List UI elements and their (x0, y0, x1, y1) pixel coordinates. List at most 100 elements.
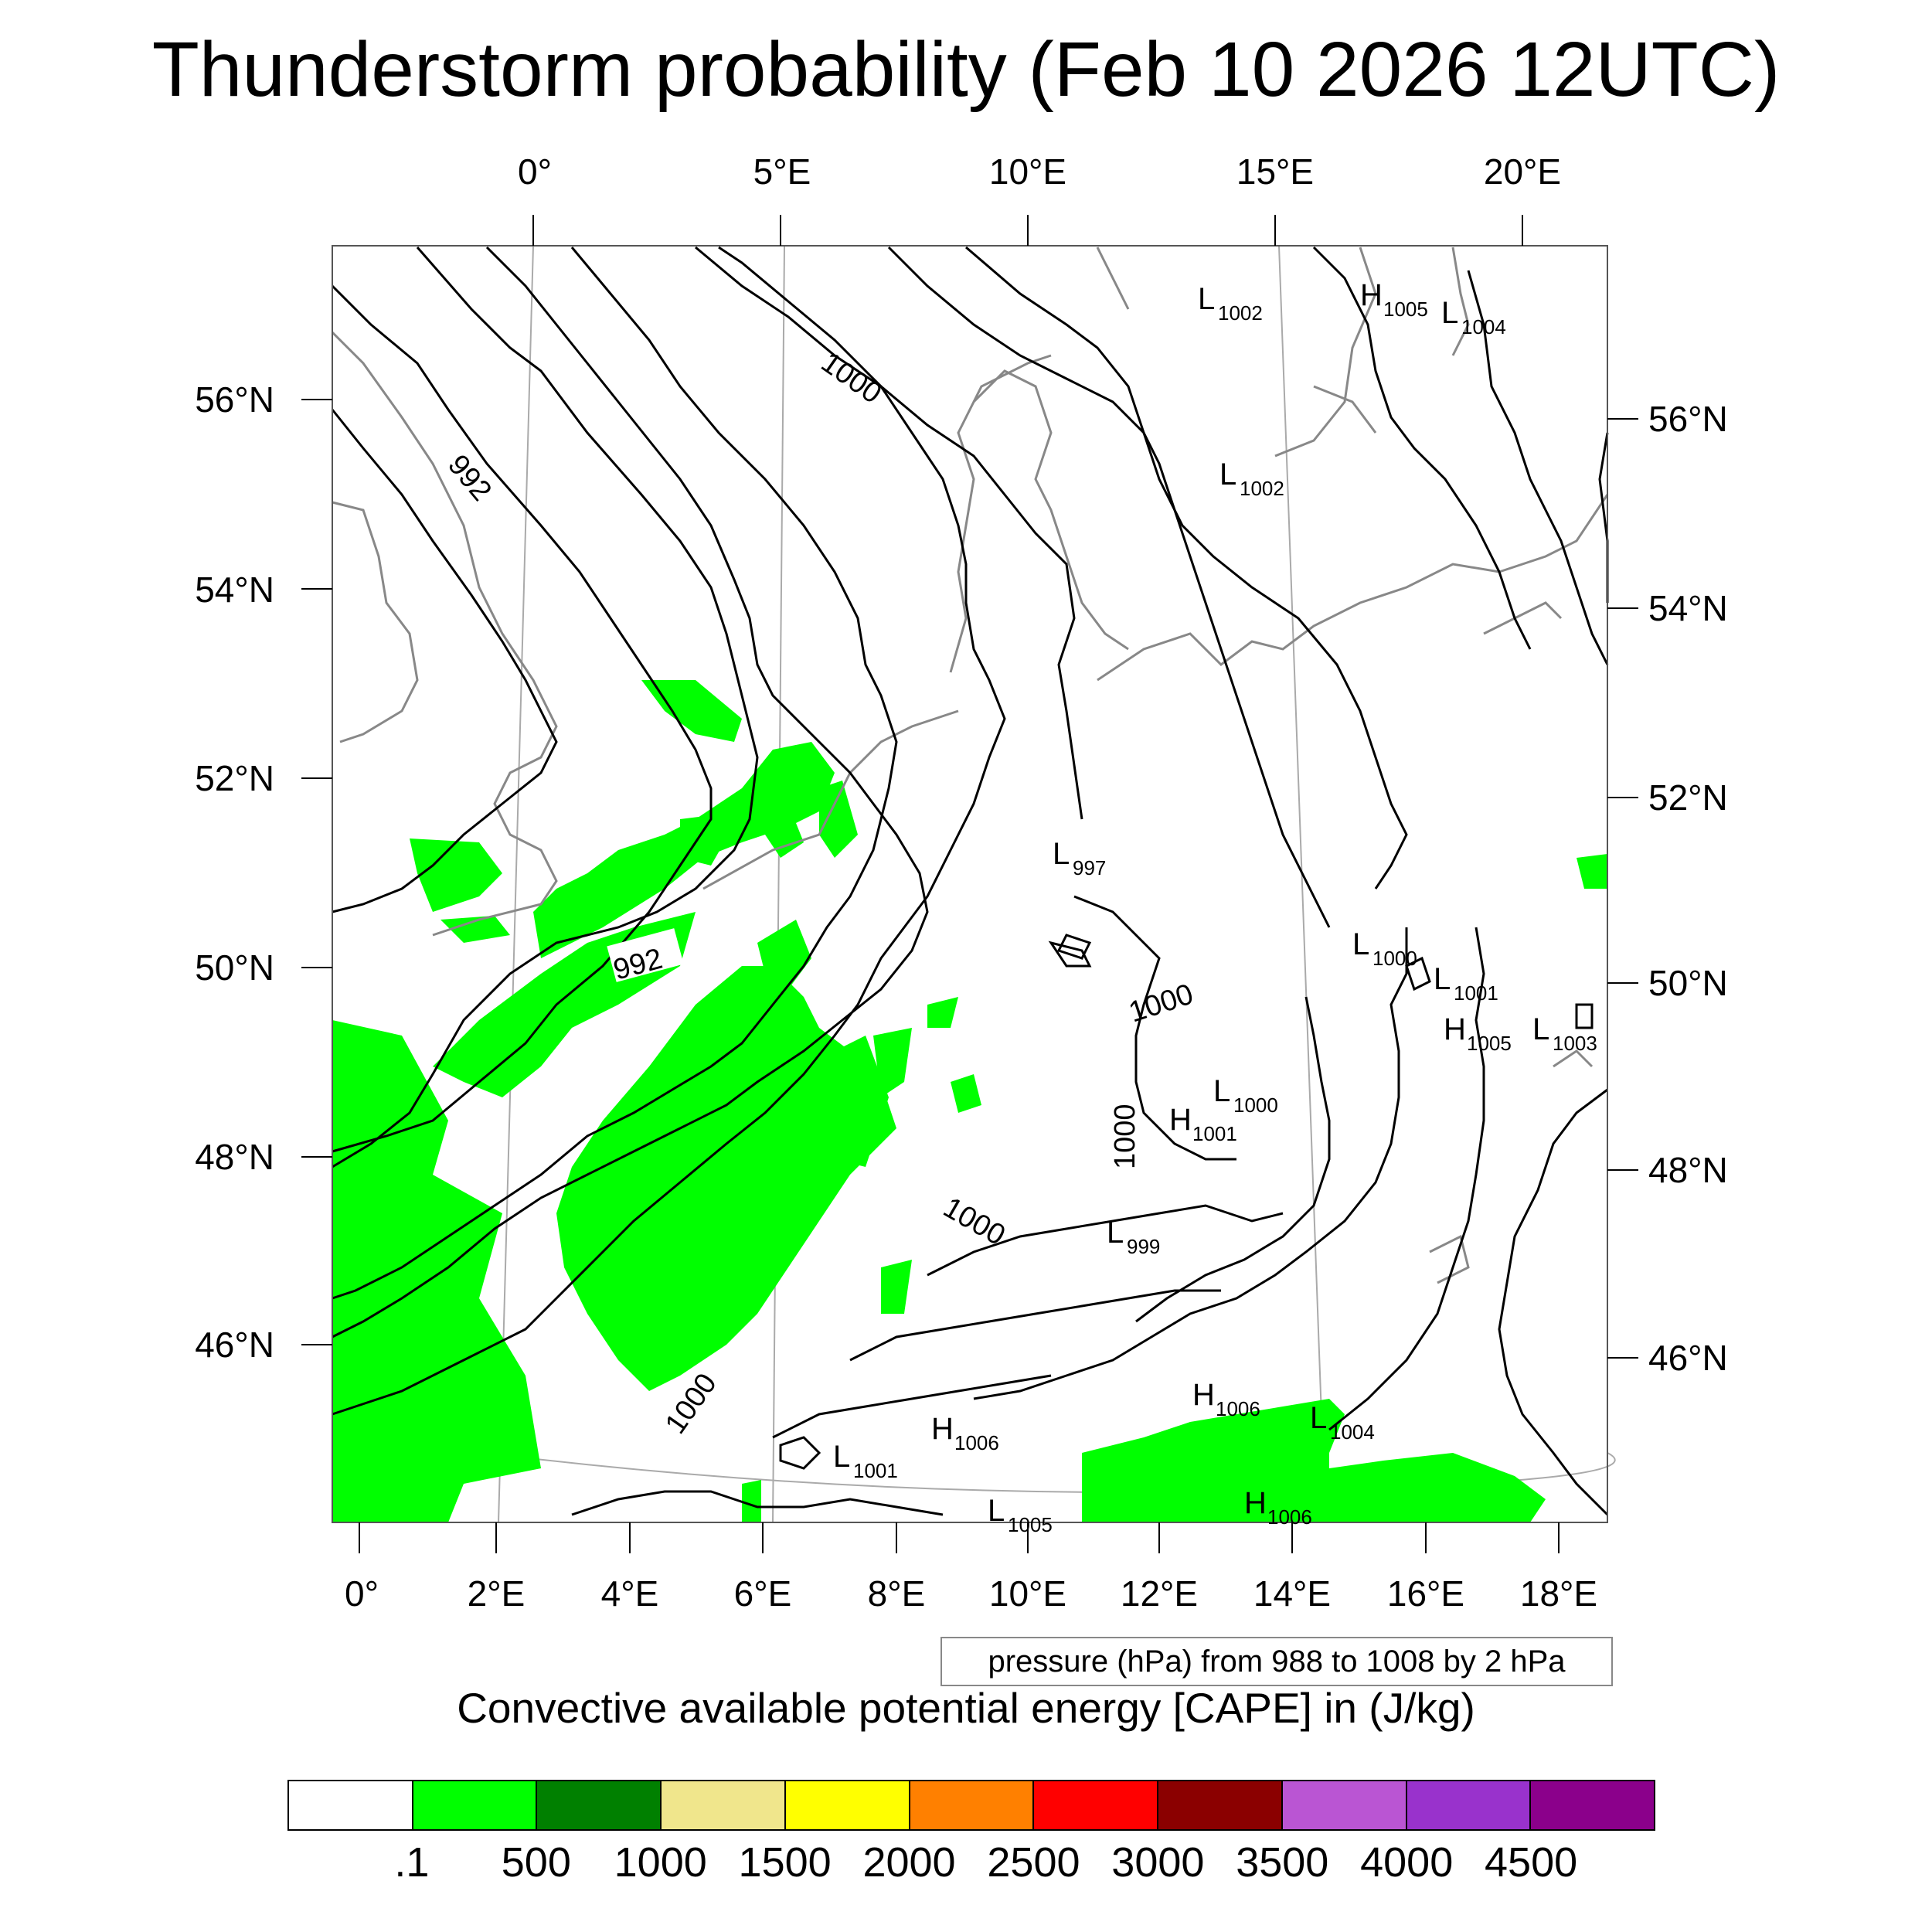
tick-label: 15°E (1236, 151, 1314, 192)
tick-label: 0° (518, 151, 552, 192)
colorbar-label: 500 (501, 1839, 571, 1886)
left-lat-labels: 56°N 54°N 52°N 50°N 48°N 46°N (195, 379, 274, 1365)
pressure-center-value: 1004 (1461, 315, 1506, 338)
tick-label: 48°N (1648, 1150, 1728, 1190)
pressure-center-type: L (833, 1440, 850, 1474)
pressure-center-type: L (1107, 1216, 1124, 1250)
colorbar-swatch (910, 1781, 1035, 1829)
isobar-label: 1000 (1109, 1104, 1141, 1169)
tick-label: 20°E (1484, 151, 1561, 192)
legend-title: Convective available potential energy [C… (457, 1684, 1475, 1732)
pressure-center-type: H (931, 1412, 954, 1446)
pressure-center: L 1004 (1310, 1401, 1375, 1444)
tick-label: 50°N (1648, 963, 1728, 1003)
top-lon-labels: 0° 5°E 10°E 15°E 20°E (518, 151, 1561, 192)
pressure-center-type: L (988, 1494, 1005, 1528)
coastlines (331, 247, 1609, 1284)
pressure-center-type: H (1360, 278, 1383, 312)
colorbar-swatch (1531, 1781, 1655, 1829)
pressure-center-value: 1001 (853, 1459, 898, 1482)
colorbar-label: 4500 (1485, 1839, 1578, 1886)
pressure-center: H 1001 (1169, 1103, 1237, 1145)
pressure-center: L 1002 (1219, 457, 1284, 500)
pressure-center-value: 1005 (1467, 1032, 1512, 1055)
colorbar-label: 3500 (1236, 1839, 1329, 1886)
colorbar-label: 4000 (1360, 1839, 1454, 1886)
tick-label: 46°N (1648, 1338, 1728, 1378)
pressure-center-value: 1006 (1267, 1505, 1312, 1529)
colorbar-label: 1500 (738, 1839, 832, 1886)
pressure-center-value: 1005 (1383, 298, 1428, 321)
colorbar-swatch (289, 1781, 413, 1829)
pressure-center-value: 1006 (954, 1431, 999, 1454)
colorbar-swatch (413, 1781, 538, 1829)
colorbar-label: 2000 (862, 1839, 956, 1886)
tick-label: 46°N (195, 1325, 274, 1365)
pressure-center-value: 1002 (1240, 477, 1284, 500)
colorbar (287, 1780, 1655, 1831)
colorbar-label: 3000 (1111, 1839, 1205, 1886)
tick-label: 0° (345, 1573, 379, 1614)
pressure-center-type: L (1213, 1074, 1230, 1108)
colorbar-swatch (1406, 1781, 1532, 1829)
pressure-center: H 1006 (1192, 1378, 1260, 1420)
pressure-center: L 1000 (1213, 1074, 1278, 1117)
pressure-center-type: L (1441, 296, 1458, 330)
pressure-center-type: L (1532, 1012, 1549, 1046)
tick-label: 54°N (1648, 588, 1728, 628)
pressure-center-value: 999 (1127, 1235, 1160, 1258)
tick-label: 2°E (468, 1573, 526, 1614)
isobars (331, 246, 1609, 1516)
pressure-center-type: L (1053, 837, 1070, 871)
colorbar-swatch (1034, 1781, 1159, 1829)
colorbar-label: 2500 (987, 1839, 1080, 1886)
pressure-center-type: H (1169, 1103, 1192, 1137)
pressure-center: L 1005 (988, 1494, 1053, 1536)
tick-label: 16°E (1387, 1573, 1464, 1614)
tick-label: 54°N (195, 570, 274, 610)
tick-label: 5°E (753, 151, 811, 192)
tick-label: 12°E (1121, 1573, 1198, 1614)
pressure-center: L 1004 (1441, 296, 1506, 338)
tick-label: 18°E (1520, 1573, 1597, 1614)
pressure-center-type: L (1434, 962, 1451, 996)
pressure-center-type: H (1192, 1378, 1215, 1412)
colorbar-swatch (1158, 1781, 1283, 1829)
pressure-center-value: 1000 (1233, 1094, 1278, 1117)
tick-label: 10°E (989, 151, 1066, 192)
colorbar-label: .1 (394, 1839, 430, 1886)
chart-title: Thunderstorm probability (Feb 10 2026 12… (151, 26, 1781, 113)
tick-label: 52°N (1648, 777, 1728, 818)
pressure-center: H 1006 (1244, 1486, 1312, 1529)
pressure-centers: L 1002 H 1005 L 1004 L 1002 L 997 L 1000 L 1001… (833, 278, 1597, 1536)
pressure-center-value: 1005 (1008, 1513, 1053, 1536)
pressure-center-type: H (1244, 1486, 1267, 1520)
pressure-center-value: 1001 (1454, 981, 1498, 1005)
tick-label: 6°E (734, 1573, 792, 1614)
tick-label: 48°N (195, 1137, 274, 1177)
tick-label: 14°E (1253, 1573, 1331, 1614)
tick-marks (301, 215, 1638, 1553)
isobar-label: 1000 (1125, 978, 1197, 1029)
pressure-center: L 1003 (1532, 1012, 1597, 1055)
tick-label: 4°E (601, 1573, 659, 1614)
graticule (332, 245, 1616, 1523)
colorbar-swatch (785, 1781, 910, 1829)
pressure-center-value: 1004 (1330, 1420, 1375, 1444)
pressure-center: L 1000 (1352, 927, 1417, 970)
right-lat-labels: 56°N 54°N 52°N 50°N 48°N 46°N (1648, 399, 1728, 1378)
pressure-center: H 1006 (931, 1412, 999, 1454)
pressure-center: L 1001 (1434, 962, 1498, 1005)
tick-label: 56°N (195, 379, 274, 420)
pressure-center-value: 1003 (1553, 1032, 1597, 1055)
pressure-center-type: H (1444, 1012, 1466, 1046)
pressure-center-value: 1001 (1192, 1122, 1237, 1145)
colorbar-label: 1000 (614, 1839, 707, 1886)
pressure-center: L 1001 (833, 1440, 898, 1482)
colorbar-swatch (1282, 1781, 1407, 1829)
tick-label: 10°E (989, 1573, 1066, 1614)
pressure-center: L 997 (1053, 837, 1106, 879)
tick-label: 56°N (1648, 399, 1728, 439)
map-frame (332, 245, 1608, 1523)
